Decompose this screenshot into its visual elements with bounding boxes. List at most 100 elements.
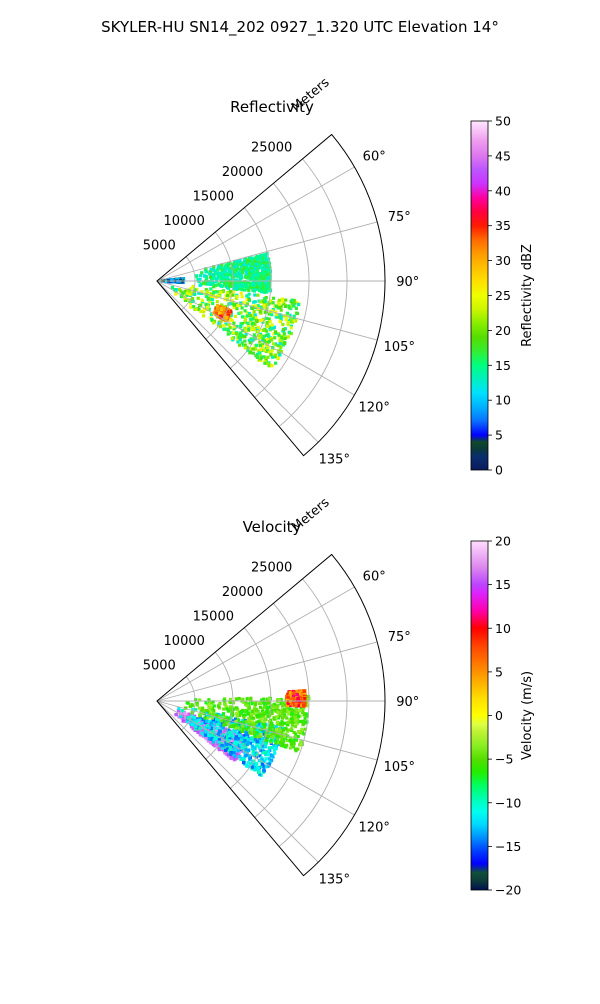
echo-cell (260, 254, 264, 258)
echo-cell (274, 342, 278, 346)
echo-cell (240, 270, 244, 274)
echo-cell (200, 721, 204, 725)
echo-cell (205, 307, 209, 311)
echo-cell (233, 265, 237, 269)
echo-cell (196, 277, 200, 282)
echo-cell (299, 730, 304, 734)
colorbar-tick-label: 20 (495, 534, 511, 549)
echo-cell (188, 292, 192, 296)
echo-cell (235, 756, 239, 760)
echo-cell (241, 724, 245, 728)
echo-cell (216, 310, 220, 314)
echo-cell (285, 703, 289, 708)
echo-cell (261, 700, 265, 704)
echo-cell (264, 356, 268, 360)
echo-cell (220, 719, 224, 723)
echo-cell (245, 731, 249, 735)
echo-cell (277, 333, 281, 337)
echo-cell (259, 760, 263, 764)
echo-cell (222, 707, 226, 711)
echo-cell (226, 282, 230, 286)
echo-cell (243, 309, 247, 313)
echo-cell (205, 724, 209, 728)
echo-cell (262, 764, 266, 768)
echo-cell (259, 719, 263, 723)
echo-cell (259, 300, 263, 304)
echo-cell (270, 313, 274, 317)
echo-cell (205, 719, 209, 723)
echo-cell (236, 280, 240, 284)
echo-cell (231, 713, 235, 717)
echo-cell (253, 300, 257, 304)
echo-cell (264, 299, 268, 303)
echo-cell (225, 735, 229, 739)
echo-cell (270, 323, 274, 327)
echo-cell (260, 286, 264, 290)
echo-cell (277, 743, 281, 747)
echo-cell (258, 265, 262, 269)
echo-cell (294, 306, 298, 310)
colorbar-tick-label: 10 (495, 621, 511, 636)
echo-cell (252, 724, 256, 728)
echo-cell (200, 271, 204, 275)
echo-cell (294, 715, 298, 719)
echo-cell (262, 768, 266, 772)
echo-cell (204, 288, 208, 292)
echo-cell (215, 715, 220, 719)
echo-cell (271, 301, 275, 305)
echo-cell (281, 300, 285, 304)
echo-cell (206, 296, 210, 301)
echo-cell (235, 324, 239, 329)
echo-cell (257, 262, 261, 267)
echo-cell (212, 285, 216, 289)
echo-cell (216, 272, 220, 276)
echo-cell (249, 727, 253, 732)
echo-cell (274, 733, 278, 737)
echo-cell (231, 331, 235, 335)
echo-cell (282, 327, 286, 331)
echo-cell (248, 754, 252, 758)
echo-cell (263, 745, 268, 749)
echo-cell (274, 310, 278, 314)
echo-cell (257, 745, 261, 749)
echo-cell (282, 332, 286, 336)
echo-cell (261, 269, 265, 273)
echo-cell (279, 308, 283, 312)
echo-cell (243, 335, 247, 339)
echo-cell (203, 274, 207, 278)
azimuth-tick-label: 75° (388, 210, 411, 225)
echo-cell (251, 274, 255, 278)
echo-cell (208, 729, 212, 733)
echo-cell (266, 735, 270, 739)
echo-cell (245, 704, 249, 708)
echo-cell (239, 283, 243, 287)
echo-cell (296, 734, 300, 739)
echo-cell (302, 701, 306, 705)
echo-cell (293, 301, 297, 305)
echo-cell (239, 710, 244, 714)
echo-cell (238, 727, 242, 732)
echo-cell (258, 289, 262, 293)
echo-cell (191, 720, 195, 724)
echo-cell (172, 280, 176, 284)
echo-cell (207, 737, 211, 741)
echo-cell (236, 740, 240, 745)
echo-cell (247, 725, 251, 729)
echo-cell (256, 713, 260, 717)
echo-cell (253, 347, 257, 351)
echo-cell (296, 717, 300, 721)
echo-cell (225, 742, 229, 746)
echo-cell (232, 262, 236, 266)
echo-cell (211, 743, 215, 747)
echo-cell (220, 744, 224, 748)
echo-cell (301, 707, 305, 711)
echo-cell (256, 334, 260, 338)
azimuth-spoke (156, 700, 378, 761)
echo-cell (260, 758, 264, 762)
echo-cell (268, 726, 272, 730)
echo-cell (177, 707, 181, 711)
echo-cell (254, 700, 258, 704)
echo-cell (250, 767, 254, 771)
echo-cell (233, 273, 237, 277)
